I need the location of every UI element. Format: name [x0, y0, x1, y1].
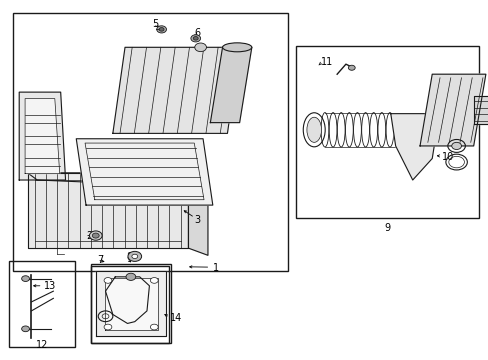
- Text: 3: 3: [194, 215, 201, 225]
- Text: 10: 10: [441, 152, 453, 162]
- Polygon shape: [390, 114, 436, 180]
- Text: 14: 14: [170, 313, 182, 323]
- Polygon shape: [76, 139, 212, 205]
- Circle shape: [21, 276, 29, 282]
- Circle shape: [126, 273, 136, 280]
- Text: 2: 2: [86, 231, 92, 240]
- Circle shape: [89, 231, 102, 240]
- Polygon shape: [25, 99, 60, 174]
- Circle shape: [132, 254, 138, 258]
- Circle shape: [194, 43, 206, 51]
- Circle shape: [21, 326, 29, 332]
- Text: 12: 12: [36, 340, 48, 350]
- Text: 13: 13: [43, 281, 56, 291]
- Bar: [91, 264, 171, 343]
- Circle shape: [157, 26, 166, 33]
- Text: 15: 15: [107, 321, 119, 331]
- Text: 5: 5: [152, 19, 158, 29]
- Polygon shape: [473, 96, 488, 125]
- Text: 11: 11: [320, 57, 332, 67]
- Bar: [13, 13, 288, 271]
- Polygon shape: [419, 74, 485, 146]
- Polygon shape: [104, 278, 158, 329]
- Polygon shape: [210, 47, 251, 123]
- Circle shape: [128, 251, 142, 261]
- Text: 8: 8: [126, 252, 132, 262]
- Circle shape: [92, 233, 99, 238]
- Bar: [295, 45, 478, 218]
- Circle shape: [159, 28, 163, 31]
- Text: 1: 1: [212, 263, 219, 273]
- Circle shape: [347, 65, 354, 70]
- Polygon shape: [19, 92, 65, 180]
- Circle shape: [190, 35, 200, 42]
- Polygon shape: [113, 47, 239, 134]
- Polygon shape: [27, 173, 188, 248]
- Polygon shape: [27, 173, 207, 187]
- Bar: [91, 266, 168, 343]
- Circle shape: [150, 278, 158, 283]
- Text: 9: 9: [384, 224, 389, 233]
- Polygon shape: [96, 271, 166, 336]
- Polygon shape: [105, 277, 149, 323]
- Text: 6: 6: [194, 28, 201, 38]
- Text: 7: 7: [97, 255, 103, 265]
- Ellipse shape: [306, 117, 321, 142]
- Circle shape: [451, 142, 461, 149]
- Circle shape: [150, 324, 158, 330]
- Bar: [9, 261, 75, 347]
- Circle shape: [104, 324, 112, 330]
- Circle shape: [104, 278, 112, 283]
- Text: 4: 4: [49, 139, 56, 149]
- Polygon shape: [188, 173, 207, 255]
- Circle shape: [193, 37, 198, 40]
- Ellipse shape: [222, 43, 251, 52]
